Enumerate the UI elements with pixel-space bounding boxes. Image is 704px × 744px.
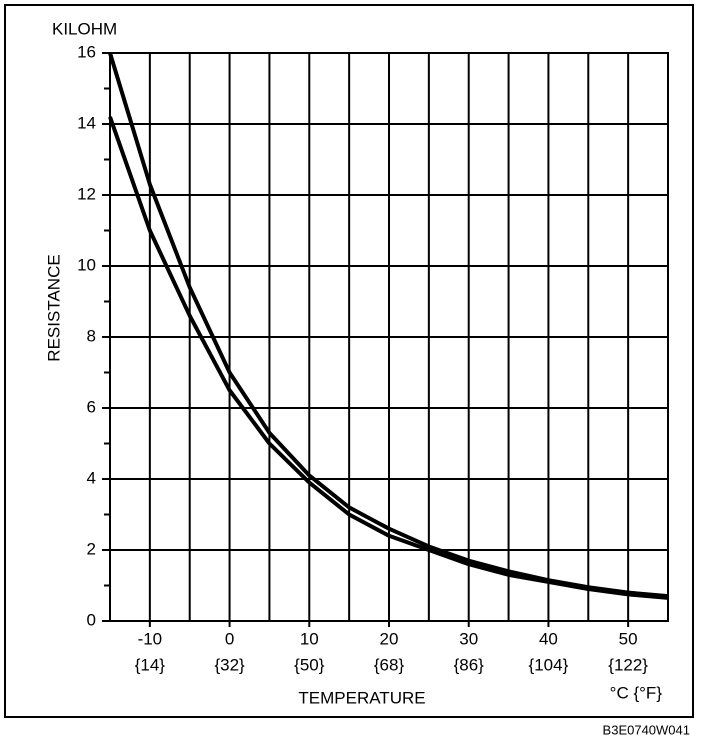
x-tick-label: 10	[300, 629, 319, 648]
y-tick-label: 14	[77, 113, 96, 132]
y-tick-label: 2	[87, 539, 96, 558]
y-tick-label: 8	[87, 326, 96, 345]
x-tick-secondary-label: {122}	[608, 655, 648, 674]
x-tick-label: -10	[138, 629, 163, 648]
curve	[108, 116, 669, 600]
frame	[4, 4, 694, 718]
x-tick-secondary-label: {14}	[135, 655, 166, 674]
y-tick-label: 6	[87, 397, 96, 416]
y-tick-label: 10	[77, 255, 96, 274]
x-tick-secondary-label: {50}	[294, 655, 325, 674]
x-tick-secondary-label: {32}	[214, 655, 245, 674]
x-tick-secondary-label: {86}	[454, 655, 485, 674]
x-axis-label: TEMPERATURE	[298, 688, 425, 707]
x-tick-label: 50	[619, 629, 638, 648]
y-axis-label: RESISTANCE	[44, 254, 63, 361]
x-tick-secondary-label: {68}	[374, 655, 405, 674]
figure-code: B3E0740W041	[603, 722, 690, 737]
y-tick-label: 16	[77, 42, 96, 61]
y-tick-label: 4	[87, 468, 96, 487]
x-tick-label: 20	[380, 629, 399, 648]
y-tick-label: 12	[77, 184, 96, 203]
x-tick-secondary-label: {104}	[529, 655, 569, 674]
x-unit-label: °C {°F}	[610, 683, 663, 702]
x-tick-label: 0	[225, 629, 234, 648]
y-unit-label: KILOHM	[52, 19, 117, 38]
y-tick-label: 0	[87, 610, 96, 629]
x-tick-label: 30	[459, 629, 478, 648]
x-tick-label: 40	[539, 629, 558, 648]
